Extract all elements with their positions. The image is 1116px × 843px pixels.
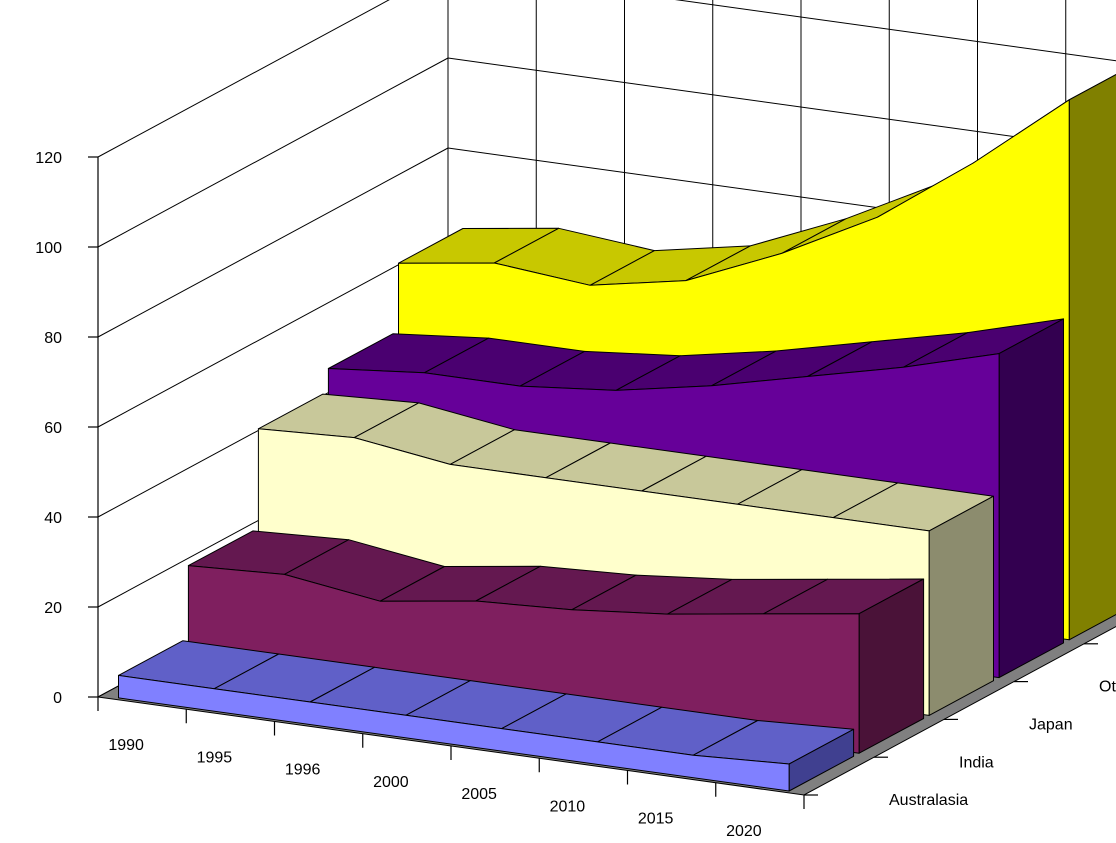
category-tick-label: 1990: [108, 737, 144, 754]
ribbon-front: [118, 674, 790, 792]
value-tick-label: 0: [53, 690, 62, 707]
ribbon-australasia: [118, 640, 855, 792]
ribbon-front: [187, 565, 860, 754]
ribbon-side: [1068, 73, 1116, 641]
value-tick-label: 60: [44, 420, 62, 437]
value-tick-label: 80: [44, 330, 62, 347]
category-tick-label: 2005: [461, 786, 497, 803]
ribbon-side: [928, 495, 994, 716]
axes: [88, 156, 1098, 809]
category-tick-label: 1996: [285, 762, 321, 779]
depth-tick-label: Australasia: [889, 792, 968, 809]
value-tick-label: 100: [35, 240, 62, 257]
value-tick-label: 120: [35, 150, 62, 167]
ribbon-india: [187, 530, 925, 754]
depth-tick-label: Other Asia: [1099, 679, 1116, 696]
depth-tick-label: Japan: [1029, 717, 1073, 734]
category-tick-label: 2010: [550, 798, 586, 815]
gridline-left: [97, 237, 449, 428]
depth-tick-label: India: [959, 754, 994, 771]
ribbons: [118, 73, 1116, 792]
value-tick-label: 20: [44, 600, 62, 617]
tick-labels: 0 20 40 60 80 100 120 1990 1995 1996 2000 2005 2010 2…: [35, 150, 1116, 840]
gridline-back: [674, 0, 1116, 62]
gridline-left: [97, 147, 449, 338]
category-tick-label: 2020: [726, 823, 762, 840]
category-tick-label: 2000: [373, 774, 409, 791]
value-tick-label: 40: [44, 510, 62, 527]
category-tick-label: 2015: [638, 811, 674, 828]
category-tick-label: 1995: [197, 749, 233, 766]
gridline-left: [97, 57, 449, 248]
ribbon-side: [998, 318, 1064, 679]
gridline-left: [97, 0, 390, 158]
